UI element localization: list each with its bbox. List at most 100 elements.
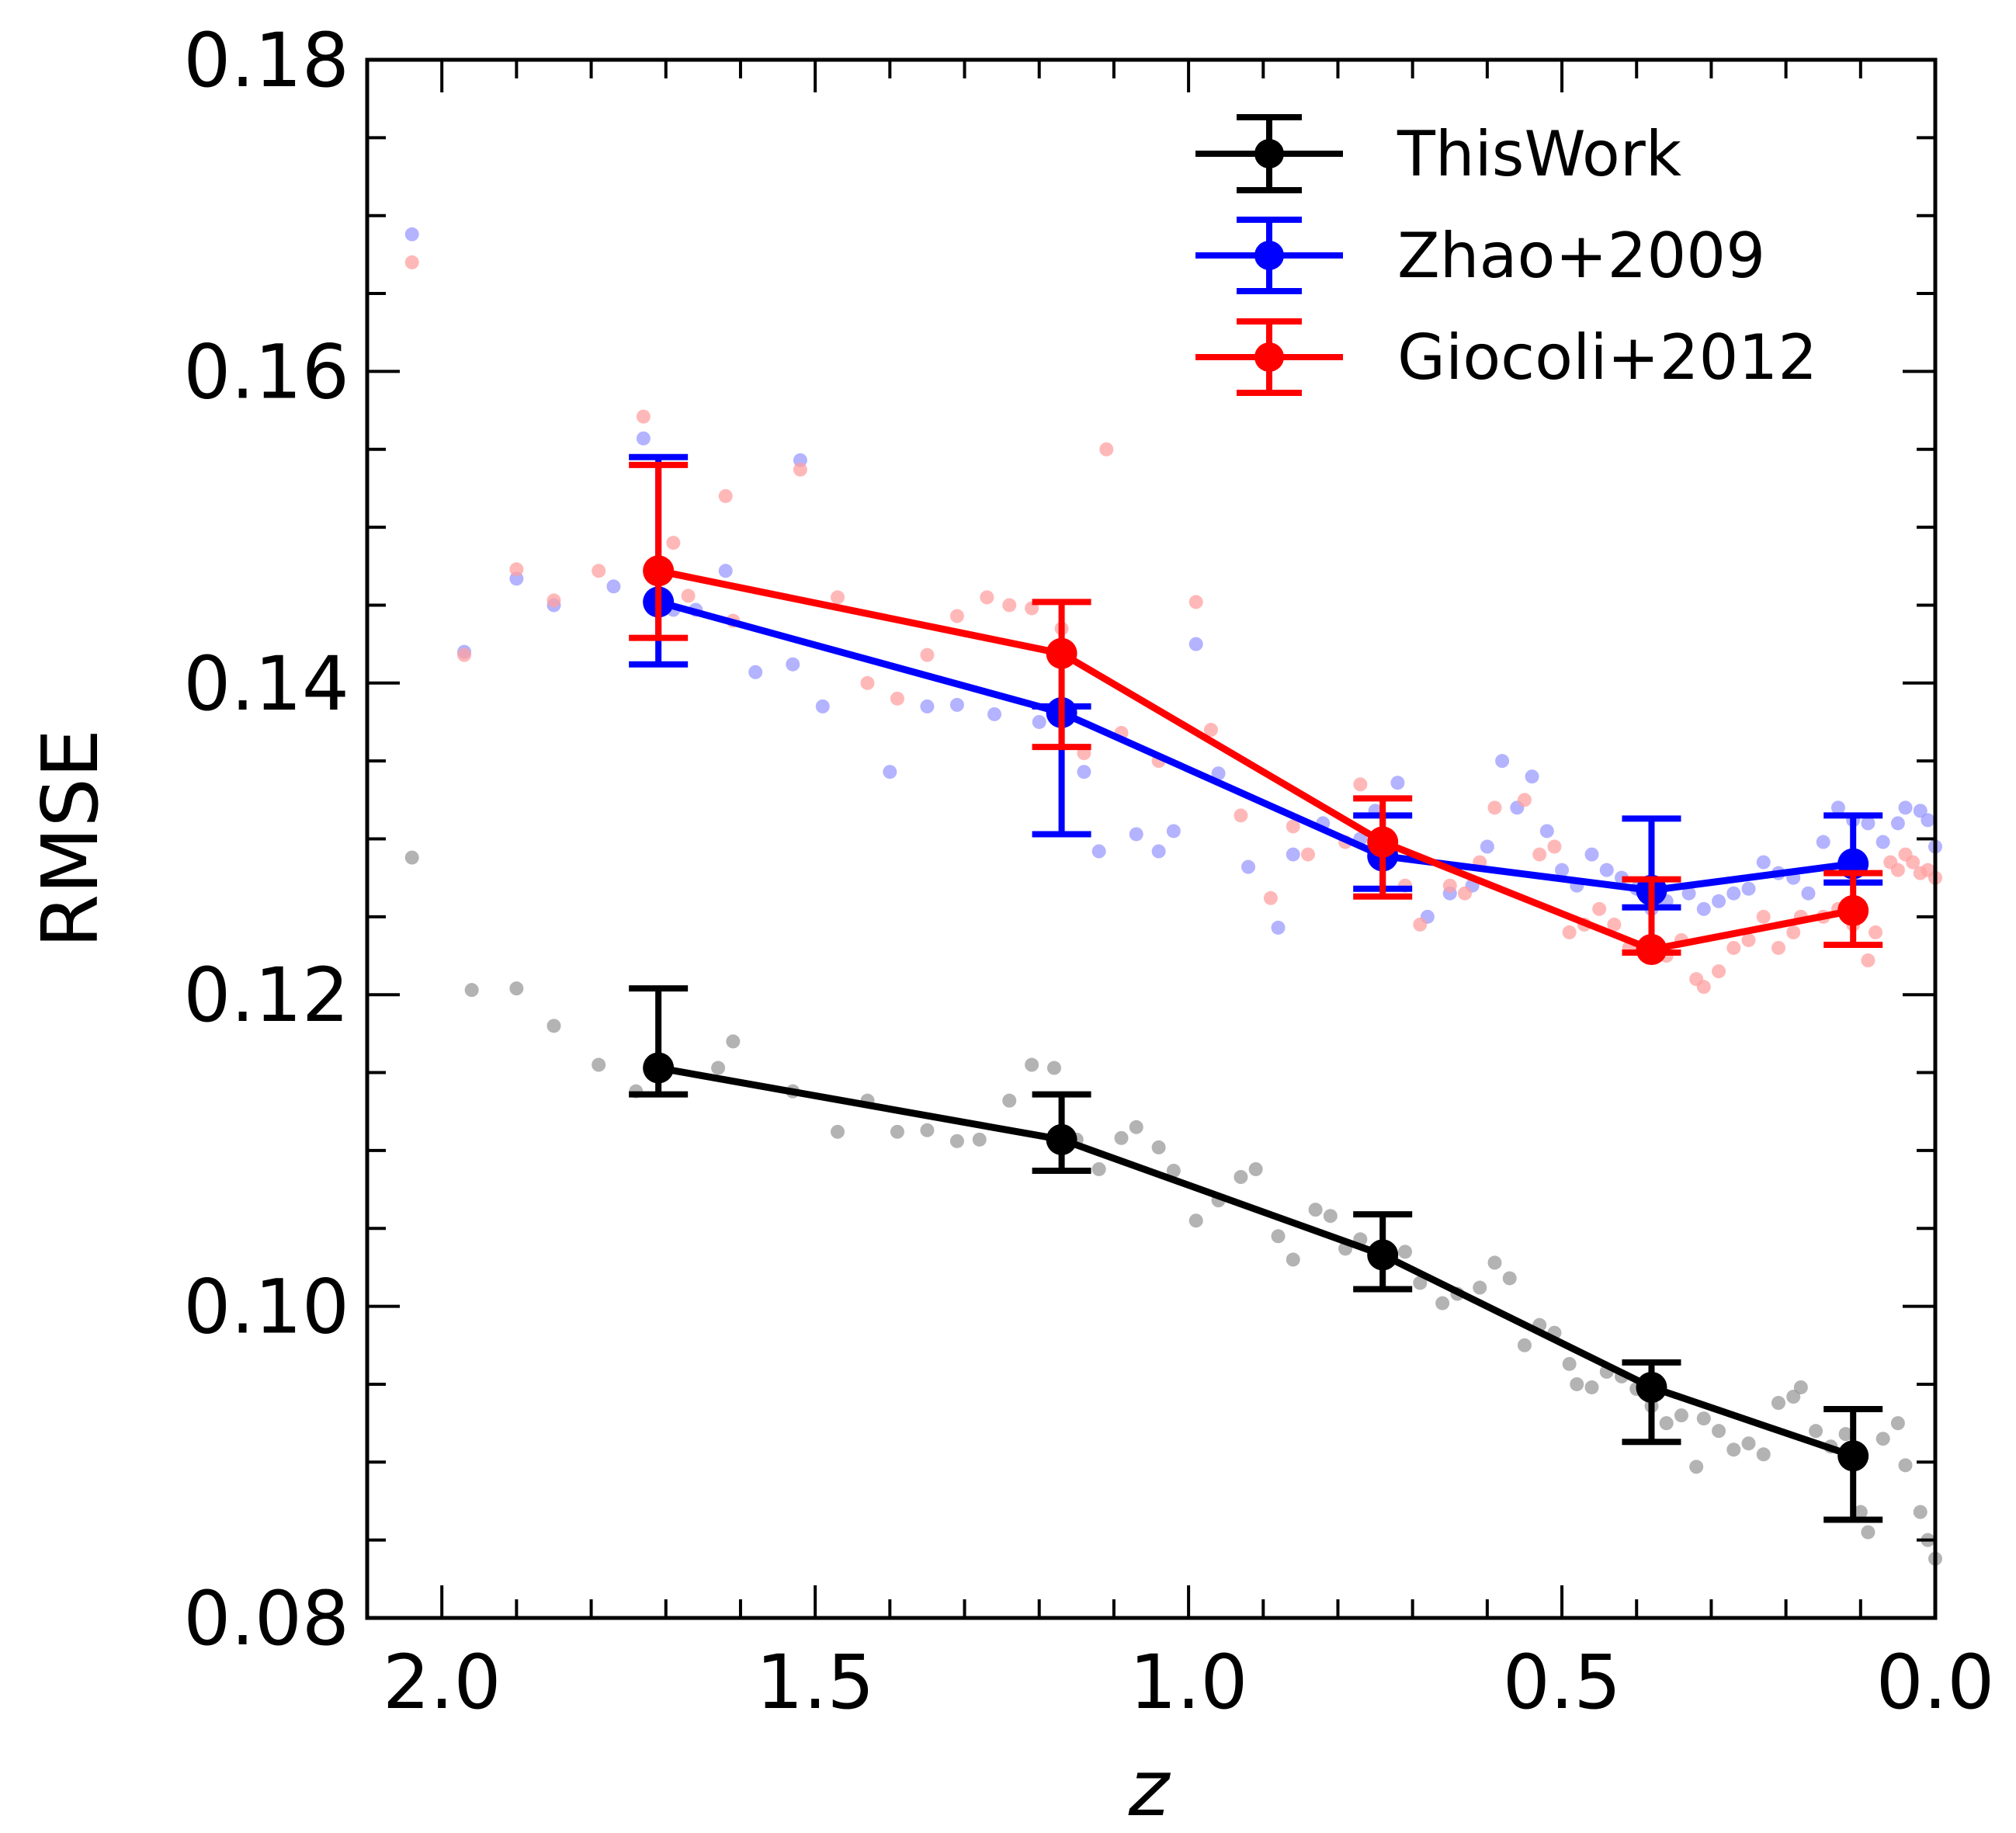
scatter-point-0-30 <box>1308 1203 1323 1217</box>
series-layer <box>629 453 1883 1523</box>
scatter-point-1-13 <box>883 765 897 779</box>
scatter-point-1-51 <box>1712 894 1726 908</box>
scatter-point-2-11 <box>831 590 845 605</box>
data-point-2-4 <box>1837 894 1869 926</box>
scatter-point-1-21 <box>1129 827 1143 842</box>
scatter-point-0-59 <box>1756 1447 1771 1462</box>
scatter-point-0-42 <box>1517 1338 1532 1352</box>
scatter-point-2-56 <box>1771 940 1785 955</box>
y-tick-label-5: 0.18 <box>183 17 349 104</box>
scatter-point-1-64 <box>1898 800 1913 815</box>
scatter-point-2-15 <box>949 609 964 623</box>
scatter-point-0-11 <box>890 1124 904 1139</box>
scatter-point-1-43 <box>1584 847 1599 862</box>
scatter-point-1-9 <box>748 665 763 679</box>
x-tick-label-2: 1.0 <box>1129 1639 1248 1726</box>
scatter-point-1-59 <box>1830 800 1845 815</box>
scatter-point-1-57 <box>1801 886 1816 901</box>
scatter-point-1-0 <box>404 227 419 241</box>
scatter-point-2-38 <box>1487 800 1502 815</box>
legend: ThisWork Zhao+2009 Giocoli+2012 <box>1195 114 1817 396</box>
scatter-point-2-25 <box>1203 723 1218 738</box>
legend-entry-thiswork: ThisWork <box>1195 114 1682 193</box>
scatter-point-0-23 <box>1166 1163 1181 1178</box>
scatter-point-0-20 <box>1114 1130 1129 1145</box>
series-line-1 <box>657 599 1854 894</box>
legend-label-thiswork: ThisWork <box>1397 118 1682 190</box>
scatter-point-0-12 <box>920 1123 935 1137</box>
y-tick-label-2: 0.12 <box>183 952 349 1039</box>
scatter-point-2-39 <box>1517 793 1532 807</box>
scatter-point-1-27 <box>1271 920 1286 935</box>
scatter-point-0-40 <box>1487 1255 1502 1270</box>
scatter-point-0-21 <box>1129 1120 1143 1134</box>
series-line-2 <box>658 567 1855 953</box>
scatter-point-1-39 <box>1525 769 1539 784</box>
scatter-point-2-65 <box>1890 863 1905 877</box>
scatter-point-2-5 <box>636 409 651 424</box>
scatter-point-2-36 <box>1458 886 1472 901</box>
legend-marker-zhao2009 <box>1254 241 1284 270</box>
scatter-point-0-45 <box>1562 1356 1577 1371</box>
scatter-point-0-57 <box>1726 1442 1741 1457</box>
scatter-point-1-52 <box>1726 886 1741 901</box>
scatter-point-1-12 <box>815 699 830 713</box>
scatter-point-2-12 <box>860 675 875 690</box>
scatter-point-0-68 <box>1875 1432 1890 1446</box>
scatter-point-0-31 <box>1323 1209 1338 1224</box>
scatter-point-0-22 <box>1151 1140 1166 1154</box>
tick-label-layer: 2.0 1.5 1.0 0.5 0.0 0.08 0.10 0.12 0.14 0.16 0.18 <box>183 17 1994 1726</box>
scatter-point-0-53 <box>1674 1408 1688 1423</box>
scatter-point-1-37 <box>1495 754 1510 769</box>
scatter-point-1-8 <box>718 564 733 578</box>
y-tick-label-4: 0.16 <box>183 328 349 415</box>
scatter-point-2-62 <box>1861 953 1875 968</box>
scatter-point-0-41 <box>1502 1271 1517 1286</box>
scatter-point-0-70 <box>1898 1458 1913 1473</box>
scatter-point-0-61 <box>1786 1390 1801 1404</box>
scatter-point-1-58 <box>1816 835 1830 849</box>
x-tick-label-1: 1.5 <box>756 1639 875 1726</box>
scatter-point-0-6 <box>726 1034 741 1049</box>
scatter-point-1-28 <box>1286 847 1300 862</box>
scatter-point-2-53 <box>1726 940 1741 955</box>
data-point-2-0 <box>643 555 675 587</box>
plot-frame <box>365 57 1938 1620</box>
scatter-point-2-41 <box>1547 839 1562 854</box>
legend-marker-giocoli2012 <box>1254 342 1284 372</box>
scatter-point-1-41 <box>1555 863 1570 877</box>
x-tick-label-0: 2.0 <box>383 1639 501 1726</box>
scatter-point-0-27 <box>1248 1161 1263 1176</box>
scatter-point-0-54 <box>1689 1460 1704 1474</box>
scatter-point-2-1 <box>457 647 472 662</box>
x-axis-label: z <box>1128 1743 1171 1833</box>
scatter-point-0-28 <box>1271 1229 1286 1244</box>
scatter-point-1-25 <box>1211 766 1226 781</box>
scatter-point-1-53 <box>1741 881 1756 896</box>
scatter-point-1-40 <box>1539 824 1554 838</box>
scatter-point-0-35 <box>1398 1245 1413 1259</box>
scatter-point-0-67 <box>1861 1525 1875 1540</box>
scatter-point-0-55 <box>1696 1411 1711 1426</box>
scatter-point-0-16 <box>1025 1057 1039 1072</box>
scatter-point-2-2 <box>509 562 524 577</box>
y-axis-label: RMSE <box>25 729 116 948</box>
scatter-point-2-8 <box>718 488 733 503</box>
scatter-point-2-31 <box>1353 777 1368 792</box>
scatter-point-1-62 <box>1875 835 1890 849</box>
scatter-point-0-66 <box>1853 1505 1868 1519</box>
scatter-point-2-54 <box>1741 932 1756 947</box>
scatter-point-2-24 <box>1188 595 1203 609</box>
data-point-0-2 <box>1367 1239 1399 1271</box>
scatter-point-1-44 <box>1599 863 1614 877</box>
y-tick-label-3: 0.14 <box>183 641 349 727</box>
scatter-point-0-63 <box>1809 1424 1823 1439</box>
scatter-point-0-56 <box>1712 1424 1726 1439</box>
scatter-point-2-16 <box>980 590 994 605</box>
scatter-point-2-40 <box>1532 847 1547 862</box>
y-tick-label-1: 0.10 <box>183 1264 349 1351</box>
scatter-point-1-50 <box>1696 901 1711 916</box>
scatter-point-2-28 <box>1286 819 1300 834</box>
scatter-point-1-54 <box>1756 855 1771 870</box>
data-point-0-3 <box>1636 1371 1667 1403</box>
